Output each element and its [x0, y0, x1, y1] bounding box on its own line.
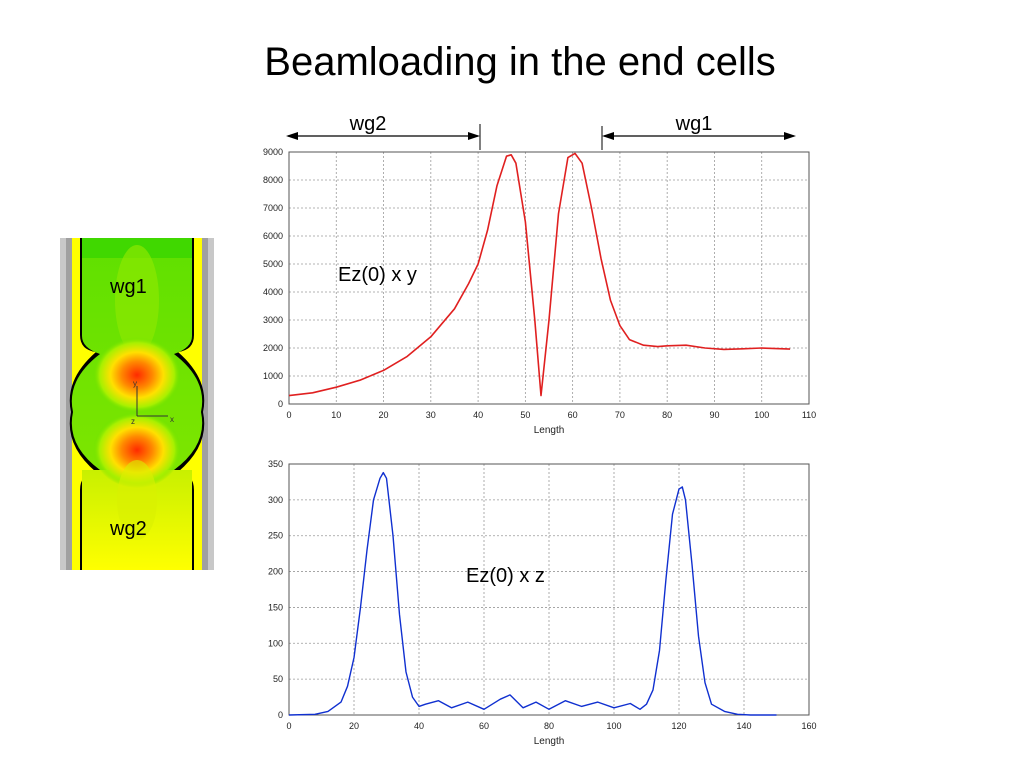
- x-tick-label: 160: [801, 721, 816, 731]
- y-tick-label: 2000: [263, 343, 283, 353]
- y-tick-label: 0: [278, 710, 283, 720]
- x-tick-label: 120: [671, 721, 686, 731]
- hot-spot-bottom: [93, 412, 181, 488]
- chart2-plot-frame: [288, 463, 810, 716]
- x-tick-label: 80: [544, 721, 554, 731]
- y-tick-label: 150: [268, 602, 283, 612]
- chart2-x-ticks: 0 20 40 60 80 100 120 140 160: [286, 721, 816, 731]
- y-tick-label: 6000: [263, 231, 283, 241]
- wg2-arrow-label: wg2: [349, 113, 387, 135]
- axis-z-label: z: [131, 417, 135, 426]
- x-tick-label: 30: [426, 410, 436, 420]
- wg1-label: wg1: [109, 276, 147, 298]
- wg1-arrow-label: wg1: [675, 113, 713, 135]
- chart-ez-xz: 0 50 100 150 200 250 300 350 0 20 40 60 80 100 120 140…: [268, 459, 817, 747]
- x-tick-label: 0: [286, 721, 291, 731]
- chart1-series-line: [288, 152, 791, 397]
- y-tick-label: 0: [278, 399, 283, 409]
- slide-title: Beamloading in the end cells: [264, 40, 776, 84]
- x-tick-label: 80: [662, 410, 672, 420]
- wg2-label: wg2: [109, 518, 147, 540]
- x-tick-label: 100: [606, 721, 621, 731]
- y-tick-label: 7000: [263, 203, 283, 213]
- x-tick-label: 110: [802, 410, 816, 420]
- chart2-annotation: Ez(0) x z: [466, 565, 545, 587]
- x-tick-label: 0: [286, 410, 291, 420]
- hot-spot-top: [93, 337, 181, 413]
- y-tick-label: 5000: [263, 259, 283, 269]
- x-tick-label: 50: [520, 410, 530, 420]
- chart1-annotation: Ez(0) x y: [338, 264, 417, 286]
- x-tick-label: 100: [754, 410, 769, 420]
- chart1-plot-frame: [288, 151, 810, 405]
- x-tick-label: 60: [568, 410, 578, 420]
- x-tick-label: 20: [379, 410, 389, 420]
- y-tick-label: 100: [268, 638, 283, 648]
- waveguide-arrows: wg2 wg1: [286, 113, 796, 150]
- axis-triad: y z x: [131, 379, 174, 426]
- x-tick-label: 90: [709, 410, 719, 420]
- y-tick-label: 300: [268, 495, 283, 505]
- chart2-y-ticks: 0 50 100 150 200 250 300 350: [268, 459, 283, 720]
- x-tick-label: 20: [349, 721, 359, 731]
- x-tick-label: 70: [615, 410, 625, 420]
- y-tick-label: 200: [268, 567, 283, 577]
- chart2-xlabel: Length: [534, 736, 565, 747]
- y-tick-label: 4000: [263, 287, 283, 297]
- x-tick-label: 60: [479, 721, 489, 731]
- y-tick-label: 3000: [263, 315, 283, 325]
- chart2-grid: [289, 464, 809, 715]
- y-tick-label: 250: [268, 531, 283, 541]
- x-tick-label: 40: [473, 410, 483, 420]
- y-tick-label: 9000: [263, 147, 283, 157]
- y-tick-label: 1000: [263, 371, 283, 381]
- chart1-x-ticks: 0 10 20 30 40 50 60 70 80 90 100 110: [286, 410, 816, 420]
- y-tick-label: 8000: [263, 175, 283, 185]
- chart1-grid: [289, 152, 809, 404]
- chart-ez-xy: 0 1000 2000 3000 4000 5000 6000 7000 8000 9000 0 1…: [263, 147, 816, 436]
- x-tick-label: 40: [414, 721, 424, 731]
- axis-y-label: y: [133, 379, 137, 388]
- y-tick-label: 50: [273, 674, 283, 684]
- y-tick-label: 350: [268, 459, 283, 469]
- chart2-series-line: [288, 471, 777, 716]
- chart1-y-ticks: 0 1000 2000 3000 4000 5000 6000 7000 8000 9000: [263, 147, 283, 409]
- x-tick-label: 10: [331, 410, 341, 420]
- axis-x-label: x: [170, 415, 174, 424]
- chart1-xlabel: Length: [534, 425, 565, 436]
- field-map: y z x wg1 wg2: [60, 238, 214, 570]
- x-tick-label: 140: [736, 721, 751, 731]
